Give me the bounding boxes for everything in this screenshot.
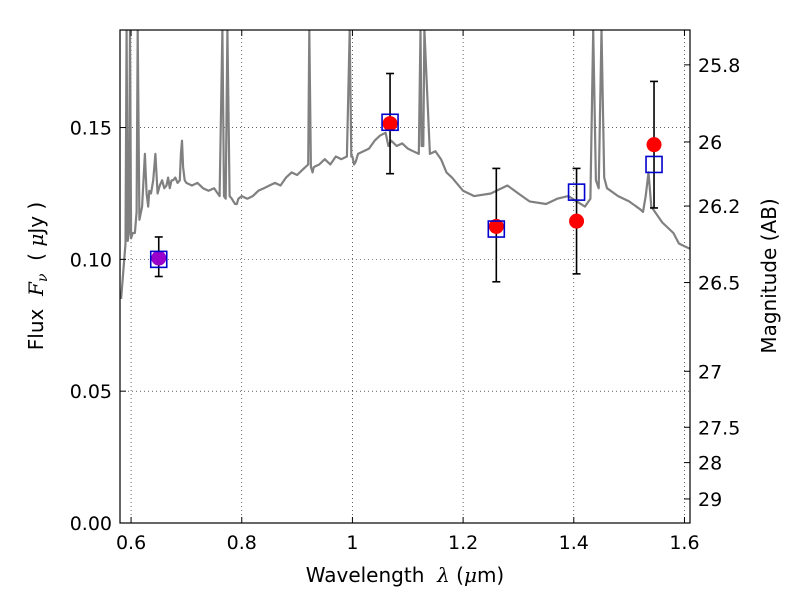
x-axis-ticks: 0.6 0.8 1 1.2 1.4 1.6 bbox=[116, 30, 700, 554]
y-axis-title-symbol: F bbox=[24, 281, 48, 297]
y2-tick-label: 29 bbox=[698, 489, 722, 511]
observed-points bbox=[151, 116, 662, 266]
x-axis-title: Wavelength λ (μm) bbox=[306, 563, 505, 587]
model-square bbox=[149, 250, 168, 269]
x-tick-label: 0.8 bbox=[227, 532, 257, 554]
observed-point bbox=[151, 250, 167, 266]
x-axis-title-unit-rest: m) bbox=[477, 563, 504, 587]
y-axis-ticks: 0.00 0.05 0.10 0.15 bbox=[70, 118, 126, 535]
x-tick-label: 1.6 bbox=[669, 532, 699, 554]
y-tick-label: 0.00 bbox=[70, 513, 112, 535]
observed-point bbox=[488, 218, 504, 234]
y-axis-title-unit-mu: μ bbox=[24, 234, 48, 247]
observed-point bbox=[569, 213, 585, 229]
y-tick-label: 0.05 bbox=[70, 381, 112, 403]
y2-tick-label: 27 bbox=[698, 361, 722, 383]
observed-point bbox=[646, 137, 662, 153]
y2-tick-label: 26 bbox=[698, 132, 722, 154]
y-axis-title: Flux Fν ( μJy ) bbox=[24, 202, 51, 350]
y2-axis-ticks: 25.8 26 26.2 26.5 27 27.5 28 29 bbox=[684, 55, 740, 511]
plot-frame bbox=[119, 29, 691, 524]
y-axis-title-unit-open: ( bbox=[24, 247, 48, 274]
x-tick-label: 0.6 bbox=[116, 532, 146, 554]
y2-tick-label: 25.8 bbox=[698, 55, 740, 77]
y2-tick-label: 27.5 bbox=[698, 417, 740, 439]
y2-tick-label: 26.5 bbox=[698, 273, 740, 295]
y-tick-label: 0.10 bbox=[70, 249, 112, 271]
model-square bbox=[487, 220, 506, 238]
model-square bbox=[645, 155, 663, 174]
observed-point bbox=[382, 116, 398, 132]
model-square bbox=[567, 183, 586, 201]
spectrum-line bbox=[120, 30, 690, 299]
y-tick-label: 0.15 bbox=[70, 118, 112, 140]
y-axis-title-unit-rest: Jy ) bbox=[24, 202, 48, 236]
x-axis-title-prefix: Wavelength bbox=[306, 563, 437, 587]
x-axis-title-unit-open: ( bbox=[450, 563, 464, 587]
model-square bbox=[381, 113, 399, 132]
x-tick-label: 1 bbox=[346, 532, 358, 554]
x-tick-label: 1.2 bbox=[448, 532, 478, 554]
model-photometry-squares bbox=[149, 113, 663, 269]
y2-tick-label: 28 bbox=[698, 453, 722, 475]
y2-tick-label: 26.2 bbox=[698, 196, 740, 218]
x-tick-label: 1.4 bbox=[559, 532, 589, 554]
x-axis-title-symbol: λ bbox=[436, 563, 450, 587]
x-axis-title-unit-mu: μ bbox=[464, 563, 477, 587]
model-spectrum bbox=[120, 30, 690, 299]
y-axis-title-prefix: Flux bbox=[24, 296, 48, 350]
y2-axis-title: Magnitude (AB) bbox=[757, 198, 781, 353]
y-axis-title-subscript: ν bbox=[35, 273, 51, 282]
